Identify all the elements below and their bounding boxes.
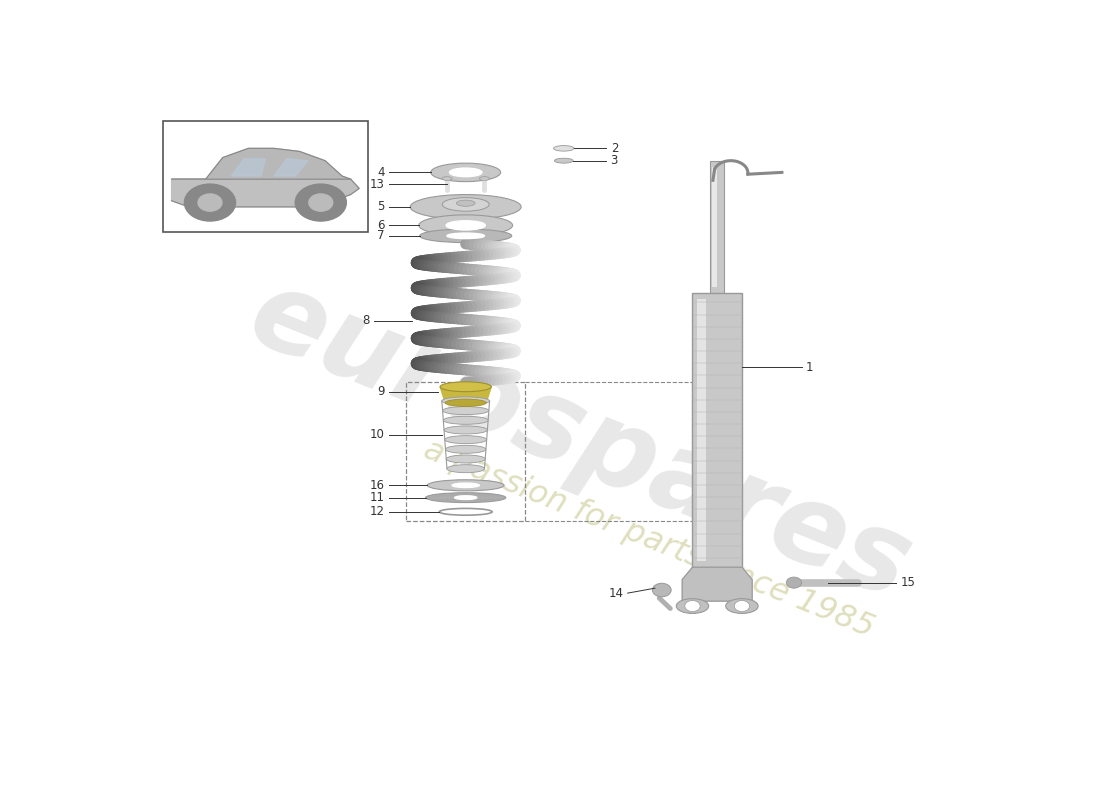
Text: 12: 12 [370,506,385,518]
FancyBboxPatch shape [711,161,724,293]
Circle shape [735,601,749,611]
Ellipse shape [480,177,490,180]
Ellipse shape [426,493,506,502]
Circle shape [652,583,671,597]
Ellipse shape [452,483,480,487]
Ellipse shape [446,446,486,454]
Text: eurospares: eurospares [235,260,926,622]
Text: a passion for parts since 1985: a passion for parts since 1985 [419,434,879,644]
Text: 13: 13 [370,178,385,190]
Ellipse shape [554,158,573,163]
Ellipse shape [442,406,488,414]
Text: 16: 16 [370,479,385,492]
Ellipse shape [442,177,452,180]
Ellipse shape [456,200,475,206]
FancyBboxPatch shape [163,121,367,231]
Ellipse shape [676,598,708,614]
Ellipse shape [447,233,484,238]
Ellipse shape [410,194,521,219]
Ellipse shape [439,509,492,515]
Polygon shape [172,148,351,179]
Ellipse shape [447,221,485,230]
Text: 8: 8 [362,314,370,327]
Ellipse shape [431,163,500,182]
Text: 7: 7 [377,230,385,242]
Text: 14: 14 [608,586,624,600]
Ellipse shape [454,496,476,499]
Text: 11: 11 [370,491,385,504]
Text: 4: 4 [377,166,385,179]
Polygon shape [231,159,265,176]
Circle shape [309,194,332,211]
Ellipse shape [450,168,482,177]
Ellipse shape [443,416,488,424]
FancyBboxPatch shape [696,299,705,561]
Ellipse shape [444,436,486,444]
Polygon shape [682,567,752,601]
Ellipse shape [442,397,490,405]
Circle shape [295,184,346,221]
Polygon shape [440,386,492,402]
Ellipse shape [420,229,512,242]
Text: 9: 9 [377,385,385,398]
FancyBboxPatch shape [712,167,717,287]
Ellipse shape [553,146,574,151]
Ellipse shape [444,426,487,434]
Text: 5: 5 [377,200,385,214]
Ellipse shape [726,598,758,614]
Circle shape [685,601,700,611]
Circle shape [786,577,802,588]
Circle shape [185,184,235,221]
Ellipse shape [440,382,492,392]
Ellipse shape [427,480,504,491]
Ellipse shape [447,465,484,473]
Text: 3: 3 [610,154,618,167]
Polygon shape [172,179,359,207]
Text: 1: 1 [806,361,813,374]
Text: 6: 6 [377,219,385,232]
Polygon shape [274,159,308,176]
FancyBboxPatch shape [693,293,741,567]
Circle shape [198,194,222,211]
Ellipse shape [446,399,486,406]
Ellipse shape [442,198,490,211]
Text: 15: 15 [901,576,915,589]
Ellipse shape [419,215,513,236]
Ellipse shape [447,455,485,463]
Text: 2: 2 [610,142,618,155]
Text: 10: 10 [370,428,385,442]
